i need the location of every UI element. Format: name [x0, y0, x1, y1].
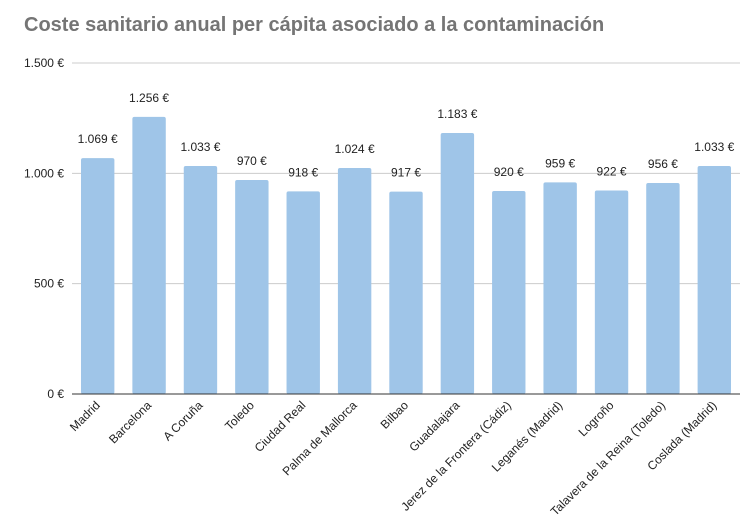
x-tick-label: Guadalajara	[406, 398, 462, 454]
x-tick-label: A Coruña	[160, 398, 206, 444]
bar	[492, 190, 526, 394]
x-tick-label: Madrid	[67, 398, 103, 434]
x-tick-label: Bilbao	[378, 398, 412, 432]
data-label: 970 €	[237, 154, 267, 168]
data-label: 918 €	[288, 165, 318, 179]
data-label: 917 €	[391, 166, 421, 180]
y-tick-label: 1.500 €	[24, 56, 64, 70]
y-tick-label: 500 €	[34, 277, 64, 291]
bar	[389, 191, 423, 394]
x-tick-label: Logroño	[576, 398, 617, 439]
bar	[543, 182, 577, 394]
data-label: 1.033 €	[694, 140, 734, 154]
data-labels: 1.069 € 1.256 € 1.033 € 970 € 918 € 1.024 € 91…	[78, 91, 735, 180]
bar	[286, 191, 320, 394]
data-label: 959 €	[545, 156, 575, 170]
data-label: 1.033 €	[180, 140, 220, 154]
y-tick-label: 0 €	[47, 387, 64, 401]
bar	[594, 190, 629, 394]
data-label: 1.069 €	[78, 132, 118, 146]
x-tick-label: Toledo	[222, 398, 257, 433]
y-tick-label: 1.000 €	[24, 166, 64, 180]
bar	[183, 166, 218, 394]
data-label: 1.183 €	[437, 107, 477, 121]
bar	[235, 179, 269, 394]
data-label: 922 €	[597, 165, 627, 179]
bar	[132, 116, 166, 395]
bars	[80, 116, 732, 395]
bar	[697, 166, 732, 394]
data-label: 956 €	[648, 157, 678, 171]
x-tick-label: Ciudad Real	[252, 398, 309, 455]
data-label: 920 €	[494, 165, 524, 179]
bar	[337, 168, 372, 394]
y-axis-ticks: 0 € 500 € 1.000 € 1.500 €	[24, 56, 64, 401]
chart-title: Coste sanitario anual per cápita asociad…	[24, 14, 605, 36]
bar	[80, 158, 115, 394]
bar	[646, 183, 680, 394]
data-label: 1.256 €	[129, 91, 169, 105]
data-label: 1.024 €	[335, 142, 375, 156]
x-tick-label: Barcelona	[106, 398, 154, 446]
bar	[440, 132, 475, 394]
